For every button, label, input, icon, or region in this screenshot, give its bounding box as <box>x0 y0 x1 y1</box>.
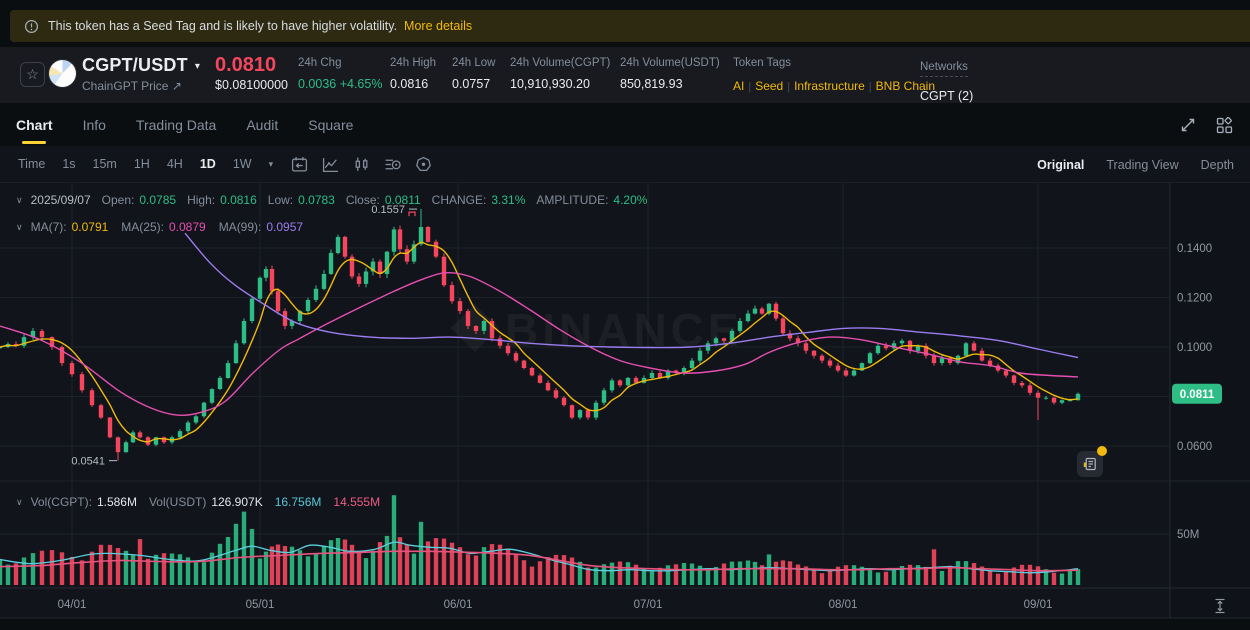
indicators-icon[interactable] <box>384 156 401 173</box>
tag-seed[interactable]: Seed <box>755 79 784 93</box>
star-icon: ☆ <box>26 66 39 82</box>
svg-text:07/01: 07/01 <box>634 599 663 611</box>
external-link-icon: ↗ <box>171 79 182 93</box>
svg-text:0.1557: 0.1557 <box>371 204 405 216</box>
svg-text:05/01: 05/01 <box>246 599 275 611</box>
tag-bnb-chain[interactable]: BNB Chain <box>875 79 936 93</box>
fit-scale-icon <box>1215 598 1225 614</box>
notification-dot <box>1097 446 1107 456</box>
expand-icon[interactable] <box>1178 115 1198 135</box>
date-range-icon[interactable] <box>291 156 308 173</box>
volume-legend: ∨ Vol(CGPT): 1.586M Vol(USDT) 126.907K 16.… <box>16 495 381 509</box>
svg-text:04/01: 04/01 <box>58 599 87 611</box>
stat-24h-low: 24h Low 0.0757 <box>452 57 496 91</box>
networks-value: CGPT (2) <box>920 89 974 103</box>
ma-legend: ∨ MA(7): 0.0791 MA(25): 0.0879 MA(99): 0.09… <box>16 220 304 234</box>
stat-24h-volume-cgpt: 24h Volume(CGPT) 10,910,930.20 <box>510 57 611 91</box>
legend-date: 2025/09/07 <box>30 193 91 207</box>
svg-text:09/01: 09/01 <box>1024 599 1053 611</box>
tab-info[interactable]: Info <box>82 117 106 133</box>
networks-label[interactable]: Networks <box>920 61 968 77</box>
stat-24h-high: 24h High 0.0816 <box>390 57 437 91</box>
tag-ai[interactable]: AI <box>733 79 745 93</box>
interval-dropdown-icon[interactable]: ▾ <box>268 158 274 169</box>
interval-1s[interactable]: 1s <box>62 157 76 171</box>
tab-chart[interactable]: Chart <box>16 105 53 145</box>
favorite-button[interactable]: ☆ <box>20 62 45 87</box>
collapse-ma-icon[interactable]: ∨ <box>16 221 23 232</box>
token-price-link[interactable]: ChainGPT Price ↗ <box>82 79 182 93</box>
svg-text:06/01: 06/01 <box>444 599 473 611</box>
line-chart-icon[interactable] <box>322 156 339 173</box>
tab-audit[interactable]: Audit <box>246 117 279 133</box>
chart-region: BINANCE 0.15570.05410.14000.12000.10000.… <box>0 183 1250 630</box>
last-price-usd: $0.08100000 <box>215 78 288 92</box>
svg-text:08/01: 08/01 <box>829 599 858 611</box>
last-price: 0.0810 <box>215 54 277 76</box>
svg-text:0.1400: 0.1400 <box>1177 243 1212 255</box>
layout-grid-icon[interactable] <box>1214 115 1234 135</box>
seed-tag-banner: This token has a Seed Tag and is likely … <box>10 10 1250 42</box>
chart-toolbar: Time 1s 15m 1H 4H 1D 1W ▾ <box>0 146 1250 183</box>
news-icon <box>1083 457 1096 471</box>
page-tabs: Chart Info Trading Data Audit Square <box>0 105 1250 145</box>
news-feed-button[interactable] <box>1077 446 1107 477</box>
interval-1h[interactable]: 1H <box>133 157 150 171</box>
interval-4h[interactable]: 4H <box>166 157 183 171</box>
tab-square[interactable]: Square <box>308 117 354 133</box>
info-icon <box>24 19 39 34</box>
networks-block: Networks CGPT (2) <box>920 57 973 103</box>
banner-text: This token has a Seed Tag and is likely … <box>48 19 398 33</box>
interval-1w[interactable]: 1W <box>232 157 252 171</box>
collapse-ohlc-icon[interactable]: ∨ <box>16 194 23 205</box>
stat-24h-chg: 24h Chg 0.0036 +4.65% <box>298 57 383 91</box>
ticker-header: ☆ CGPT/USDT ▾ ChainGPT Price ↗ 0.0810 $0… <box>0 47 1250 103</box>
svg-text:0.1200: 0.1200 <box>1177 293 1212 305</box>
stat-24h-volume-usdt: 24h Volume(USDT) 850,819.93 <box>620 57 720 91</box>
interval-1d[interactable]: 1D <box>199 157 216 171</box>
view-original[interactable]: Original <box>1037 157 1085 172</box>
token-logo <box>49 60 76 87</box>
pair-selector[interactable]: CGPT/USDT ▾ <box>82 55 200 76</box>
interval-15m[interactable]: 15m <box>92 157 117 171</box>
axis-fit-button[interactable] <box>1208 594 1232 618</box>
chart-view-switch: Original Trading View Depth <box>1037 146 1234 183</box>
time-label: Time <box>18 157 46 171</box>
view-trading-view[interactable]: Trading View <box>1106 157 1179 172</box>
chart-settings-icon[interactable] <box>415 156 432 173</box>
pair-title: CGPT/USDT <box>82 55 188 75</box>
chevron-down-icon: ▾ <box>194 61 200 72</box>
svg-text:0.0541: 0.0541 <box>71 456 105 468</box>
tag-infrastructure[interactable]: Infrastructure <box>794 79 865 93</box>
token-tags: Token Tags AI | Seed | Infrastructure | BNB Ch… <box>733 57 936 93</box>
svg-text:0.1000: 0.1000 <box>1177 342 1212 354</box>
svg-text:0.0600: 0.0600 <box>1177 441 1212 453</box>
collapse-volume-icon[interactable]: ∨ <box>16 496 23 507</box>
tab-trading-data[interactable]: Trading Data <box>135 117 217 133</box>
svg-text:50M: 50M <box>1177 529 1199 541</box>
candlestick-chart[interactable]: BINANCE 0.15570.05410.14000.12000.10000.… <box>0 183 1250 630</box>
ohlc-legend: ∨ 2025/09/07 Open: 0.0785 High: 0.0816 Low… <box>16 193 648 207</box>
view-depth[interactable]: Depth <box>1200 157 1234 172</box>
candlestick-icon[interactable] <box>353 156 370 173</box>
svg-text:0.0811: 0.0811 <box>1180 389 1215 401</box>
more-details-link[interactable]: More details <box>404 19 473 33</box>
